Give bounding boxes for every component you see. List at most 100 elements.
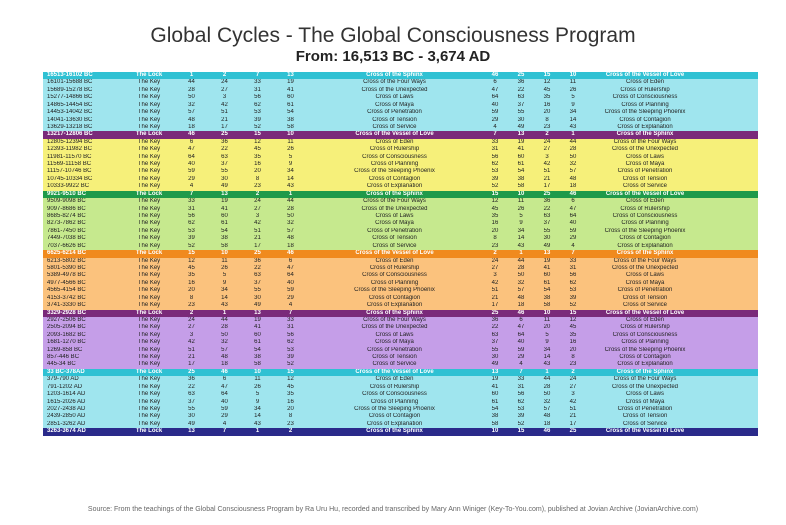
- table-cell: Cross of Consciousness: [612, 94, 678, 101]
- table-cell: 33: [188, 198, 195, 205]
- table-cell: 64: [517, 331, 525, 338]
- table-cell: 27: [543, 146, 551, 153]
- table-cell: The Key: [137, 264, 161, 271]
- table-cell: 8685-8274 BC: [47, 213, 86, 220]
- table-cell: 44: [221, 316, 228, 323]
- table-cell: 39: [287, 354, 294, 361]
- table-cell: 32: [221, 339, 228, 346]
- table-cell: 32: [569, 161, 577, 168]
- table-cell: Cross of the Unexpected: [361, 324, 428, 331]
- table-cell: 39: [491, 175, 499, 182]
- table-row: 5801-5390 BC The Key 45 26 22 47 Cross of Rule…: [43, 264, 758, 273]
- table-cell: The Key: [137, 86, 161, 93]
- table-cell: 4: [222, 420, 227, 427]
- table-cell: 41: [254, 324, 261, 331]
- table-cell: The Key: [137, 161, 161, 168]
- table-cell: 45: [188, 264, 195, 271]
- table-cell: 5389-4978 BC: [47, 272, 86, 279]
- table-cell: Cross of Planning: [621, 339, 669, 346]
- table-cell: 29: [569, 235, 577, 242]
- table-cell: 57: [517, 287, 525, 294]
- table-cell: The Key: [137, 213, 161, 220]
- table-cell: 4977-4566 BC: [47, 279, 86, 286]
- table-cell: 7: [255, 72, 260, 78]
- table-cell: 52: [287, 361, 294, 368]
- table-cell: 16513-16102 BC: [47, 72, 93, 78]
- table-cell: 53: [491, 168, 499, 175]
- table-cell: 46: [221, 368, 228, 375]
- table-cell: 15689-15278 BC: [47, 86, 93, 93]
- table-row: 15277-14866 BC The Key 50 3 56 60 Cross of Law…: [43, 94, 758, 102]
- table-row: 2439-2850 AD The Key 30 29 14 8 Cross of Conta…: [43, 413, 758, 421]
- table-cell: 9097-8686 BC: [47, 205, 86, 212]
- table-cell: 55: [188, 405, 195, 412]
- table-cell: 18: [221, 361, 228, 368]
- table-cell: 36: [517, 79, 525, 86]
- table-cell: 64: [491, 94, 499, 101]
- table-cell: 63: [491, 331, 499, 338]
- table-cell: The Key: [137, 302, 161, 309]
- table-cell: The Key: [137, 413, 161, 420]
- table-cell: 45: [543, 86, 551, 93]
- table-cell: Cross of Contagion: [619, 235, 671, 242]
- table-cell: Cross of the Four Ways: [613, 376, 677, 383]
- table-cell: 13217-12806 BC: [47, 131, 93, 138]
- table-cell: 43: [221, 302, 228, 309]
- table-cell: 27: [491, 264, 499, 271]
- table-cell: 19: [287, 79, 294, 86]
- table-cell: 27: [569, 383, 577, 390]
- table-row: 2027-2438 AD The Key 55 59 34 20 Cross of the …: [43, 405, 758, 414]
- table-row: 15689-15278 BC The Key 28 27 31 41 Cross of th…: [43, 86, 758, 95]
- lock-header-row: 9921-9510 BC The Lock 7 13 2 1 Cross of the Sp…: [43, 190, 758, 199]
- table-cell: 34: [254, 405, 261, 412]
- table-cell: 33: [491, 138, 499, 145]
- table-cell: 18: [569, 183, 577, 190]
- table-cell: 47: [517, 324, 525, 331]
- table-cell: 49: [188, 420, 195, 427]
- table-cell: 41: [221, 205, 228, 212]
- table-cell: Cross of the Four Ways: [363, 316, 426, 323]
- lock-header-row: 33 BC-378AD The Lock 25 46 10 15 Cross of the …: [43, 368, 758, 377]
- table-cell: Cross of the Four Ways: [613, 138, 677, 145]
- table-cell: 54: [543, 287, 551, 294]
- table-cell: 38: [517, 175, 525, 182]
- table-cell: 1: [519, 250, 523, 257]
- table-cell: The Key: [137, 354, 161, 361]
- table-cell: 857-446 BC: [47, 354, 80, 361]
- table-row: 8685-8274 BC The Key 56 60 3 50 Cross of Laws 3…: [43, 213, 758, 221]
- table-cell: The Key: [137, 123, 161, 130]
- table-cell: 62: [287, 339, 294, 346]
- table-cell: Cross of Planning: [370, 279, 419, 286]
- table-cell: Cross of Tension: [372, 235, 417, 242]
- table-row: 9097-8686 BC The Key 31 41 27 28 Cross of the …: [43, 205, 758, 214]
- table-cell: 58: [491, 420, 499, 427]
- source-note: Source: From the teachings of the Global…: [87, 506, 699, 513]
- table-cell: Cross of Penetration: [617, 168, 673, 175]
- table-cell: 41: [287, 86, 294, 93]
- table-cell: Cross of Consciousness: [362, 391, 427, 398]
- table-cell: Cross of the Sphinx: [366, 309, 423, 316]
- table-cell: Cross of Service: [622, 302, 667, 309]
- table-cell: Cross of Eden: [625, 198, 665, 205]
- table-cell: 8: [255, 175, 260, 182]
- table-cell: The Key: [137, 205, 161, 212]
- table-cell: 64: [287, 272, 294, 279]
- table-cell: Cross of the Vessel of Love: [355, 368, 434, 375]
- table-cell: 1: [288, 190, 293, 197]
- table-cell: 58: [517, 183, 525, 190]
- table-cell: 12805-12394 BC: [47, 138, 93, 145]
- table-cell: 13: [543, 250, 551, 257]
- table-cell: 20: [543, 324, 551, 331]
- table-cell: 9921-9510 BC: [47, 190, 87, 197]
- table-cell: 58: [221, 242, 228, 249]
- table-cell: 8: [571, 354, 575, 361]
- table-cell: 7: [288, 309, 293, 316]
- table-cell: 6625-6214 BC: [47, 250, 87, 257]
- table-cell: 16: [543, 101, 551, 108]
- table-cell: 1: [222, 309, 227, 316]
- table-cell: 17: [569, 420, 577, 427]
- table-cell: Cross of Consciousness: [362, 272, 427, 279]
- table-cell: 4: [519, 361, 523, 368]
- table-cell: 28: [569, 146, 577, 153]
- table-cell: 41: [491, 383, 499, 390]
